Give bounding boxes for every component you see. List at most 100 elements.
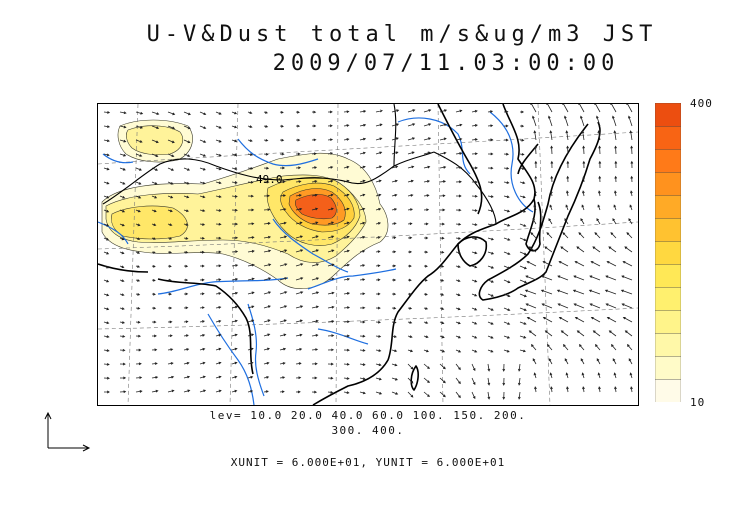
- wind-arrow: [359, 193, 366, 197]
- wind-arrow: [592, 330, 601, 337]
- wind-arrow: [183, 292, 189, 296]
- unit-vector-arrows: [44, 411, 91, 452]
- colorbar-swatch: [654, 148, 682, 173]
- wind-arrow: [573, 275, 585, 281]
- wind-arrow: [215, 125, 222, 129]
- wind-arrow: [167, 320, 173, 324]
- colorbar-swatch: [654, 332, 682, 357]
- wind-arrow: [311, 348, 319, 351]
- wind-arrow: [423, 137, 432, 141]
- wind-arrow: [199, 125, 207, 129]
- wind-arrow: [200, 264, 205, 268]
- wind-arrow: [439, 264, 445, 268]
- wind-arrow: [151, 251, 156, 254]
- wind-arrow: [391, 306, 397, 310]
- wind-arrow: [231, 277, 239, 281]
- wind-arrow: [359, 264, 366, 267]
- wind-arrow: [151, 237, 157, 240]
- wind-arrow: [550, 190, 553, 197]
- wind-arrow: [343, 391, 350, 394]
- wind-arrow: [455, 307, 461, 311]
- wind-arrow: [423, 264, 428, 268]
- wind-arrow: [439, 335, 445, 339]
- wind-arrow: [359, 334, 366, 338]
- wind-arrow: [103, 279, 110, 283]
- wind-arrow: [597, 204, 601, 211]
- wind-arrow: [119, 167, 126, 171]
- wind-arrow: [407, 377, 414, 384]
- wind-arrow: [407, 306, 413, 310]
- wind-arrow: [151, 167, 159, 171]
- wind-arrow: [519, 237, 527, 241]
- wind-arrow: [199, 347, 206, 351]
- wind-arrow: [519, 124, 525, 128]
- wind-arrow: [455, 279, 461, 282]
- wind-arrow: [407, 391, 414, 398]
- wind-arrow: [327, 348, 335, 352]
- wind-arrow: [135, 251, 141, 254]
- wind-arrow: [359, 151, 366, 155]
- wind-arrow: [471, 237, 478, 241]
- dust-contour-nw-20: [126, 125, 183, 156]
- wind-arrow: [519, 321, 527, 325]
- wind-arrow: [487, 195, 494, 198]
- wind-arrow: [263, 125, 269, 128]
- wind-arrow: [135, 223, 141, 227]
- wind-arrow: [263, 235, 272, 239]
- wind-arrow: [487, 349, 494, 353]
- wind-arrow: [439, 363, 446, 370]
- wind-arrow: [311, 221, 319, 225]
- wind-arrow: [572, 289, 585, 295]
- wind-arrow: [151, 209, 157, 213]
- wind-arrow: [183, 389, 191, 393]
- wind-arrow: [279, 180, 286, 184]
- wind-arrow: [548, 358, 553, 365]
- wind-arrow: [167, 195, 174, 199]
- wind-arrow: [471, 251, 478, 255]
- wind-arrow: [167, 389, 175, 393]
- wind-arrow: [215, 111, 222, 115]
- wind-arrow: [295, 319, 303, 323]
- wind-arrow: [343, 138, 350, 141]
- wind-arrow: [471, 349, 478, 353]
- wind-arrow: [247, 111, 253, 114]
- wind-arrow: [311, 110, 317, 114]
- wind-arrow: [327, 235, 335, 239]
- wind-arrow: [295, 221, 303, 225]
- wind-arrow: [407, 363, 414, 370]
- wind-arrow: [247, 375, 254, 379]
- wind-arrow: [455, 293, 461, 297]
- wind-arrow: [503, 293, 511, 298]
- wind-arrow: [327, 152, 334, 155]
- wind-arrow: [550, 175, 554, 183]
- wind-arrow: [151, 153, 159, 157]
- wind-arrow: [626, 344, 633, 351]
- wind-arrow: [311, 235, 319, 239]
- wind-arrow: [167, 264, 172, 268]
- wind-arrow: [103, 153, 110, 157]
- wind-arrow: [343, 348, 350, 352]
- wind-arrow: [327, 124, 333, 128]
- wind-arrow: [598, 160, 602, 169]
- wind-arrow: [135, 125, 143, 129]
- wind-arrow: [215, 236, 222, 240]
- wind-arrow: [487, 209, 494, 213]
- wind-arrow: [613, 204, 617, 211]
- wind-arrow: [503, 237, 511, 241]
- wind-arrow: [550, 145, 554, 155]
- colorbar-swatch: [654, 286, 682, 311]
- wind-arrow: [247, 236, 255, 239]
- wind-arrow: [439, 208, 446, 212]
- wind-arrow: [519, 209, 527, 213]
- wind-arrow: [566, 145, 570, 155]
- wind-arrow: [439, 194, 446, 198]
- wind-arrow: [407, 208, 414, 211]
- wind-arrow: [541, 303, 553, 309]
- wind-arrow: [471, 265, 478, 269]
- wind-arrow: [407, 349, 414, 353]
- wind-arrow: [520, 110, 525, 114]
- wind-arrow: [231, 139, 238, 143]
- wind-arrow: [183, 236, 189, 240]
- wind-arrow: [295, 207, 303, 211]
- wind-arrow: [550, 386, 553, 393]
